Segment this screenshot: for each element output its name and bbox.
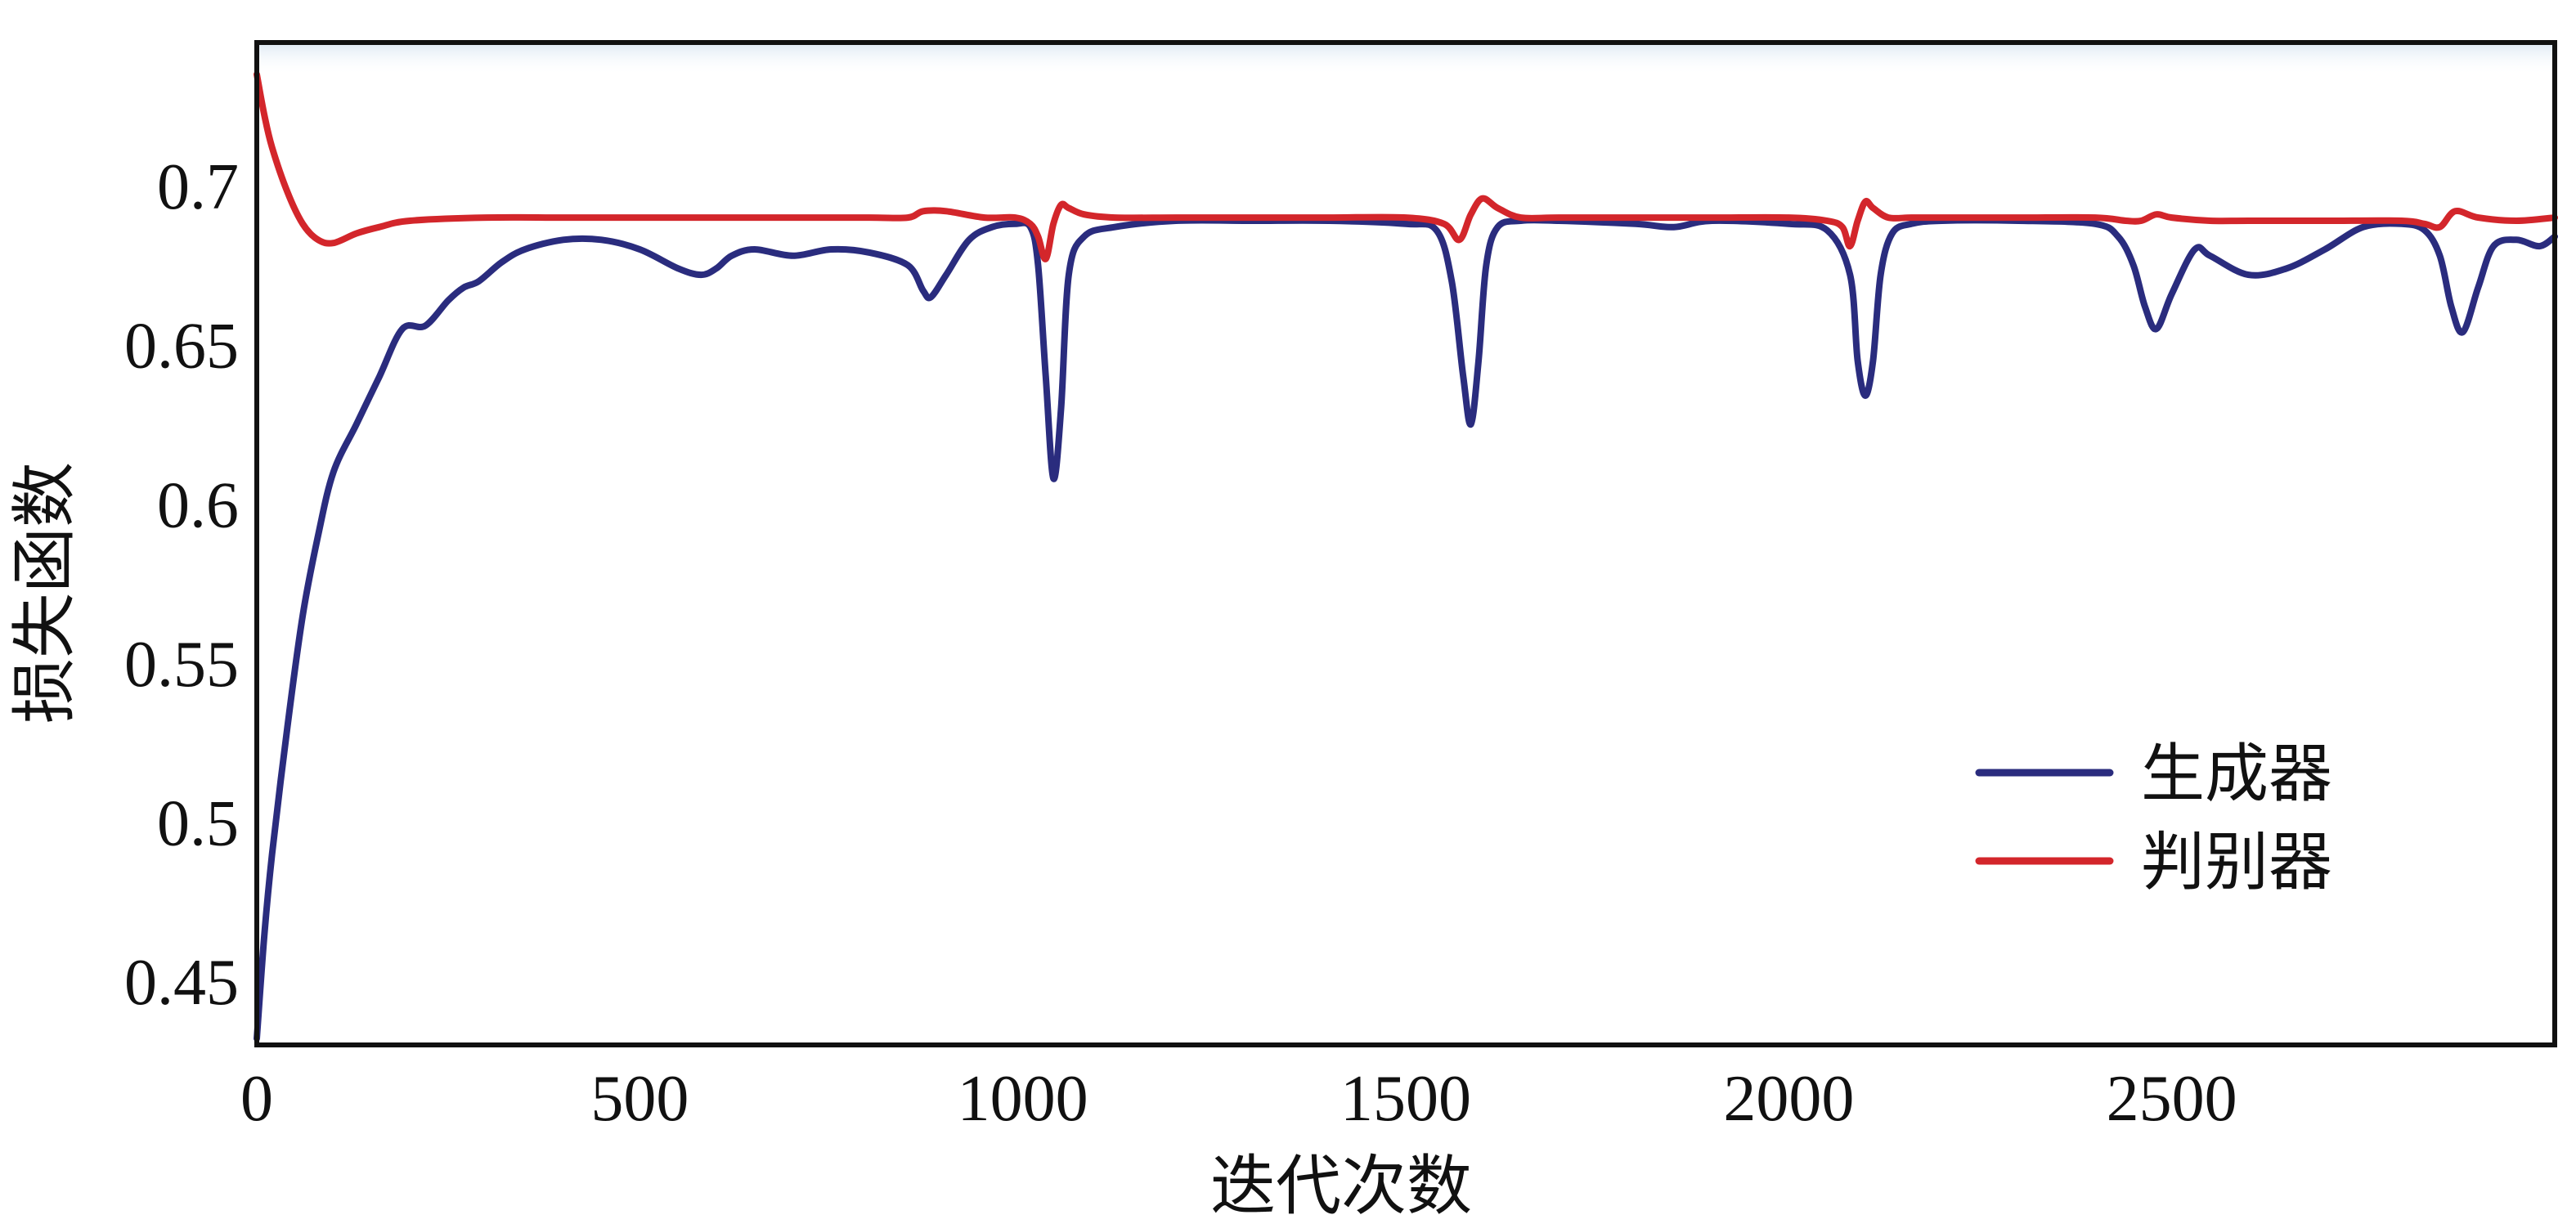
x-axis-ticks: 0 500 1000 1500 2000 2500 [240,1063,2237,1135]
legend-label-generator: 生成器 [2141,738,2332,811]
x-tick-label: 500 [590,1063,689,1135]
x-tick-label: 1000 [958,1063,1088,1135]
x-tick-label: 1500 [1340,1063,1471,1135]
legend: 生成器 判别器 [1975,738,2332,899]
series-line-generator [254,217,2558,1042]
x-tick-label: 0 [240,1063,273,1135]
y-tick-label: 0.55 [124,629,239,701]
legend-label-discriminator: 判别器 [2141,826,2332,899]
series-layer [254,70,2558,1042]
x-tick-label: 2000 [1723,1063,1854,1135]
y-tick-label: 0.7 [157,151,239,223]
plot-background [257,43,2555,1045]
x-axis-title: 迭代次数 [1210,1148,1472,1224]
y-axis-ticks: 0.45 0.5 0.55 0.6 0.65 0.7 [124,151,239,1019]
y-tick-label: 0.45 [124,947,239,1019]
y-axis-title: 损失函数 [7,462,83,724]
y-tick-label: 0.6 [157,469,239,541]
plot-frame [254,40,2557,1047]
x-tick-label: 2500 [2107,1063,2237,1135]
y-tick-label: 0.5 [157,788,239,860]
y-tick-label: 0.65 [124,311,239,383]
plot-top-haze [257,43,2555,75]
series-line-discriminator [254,70,2558,262]
